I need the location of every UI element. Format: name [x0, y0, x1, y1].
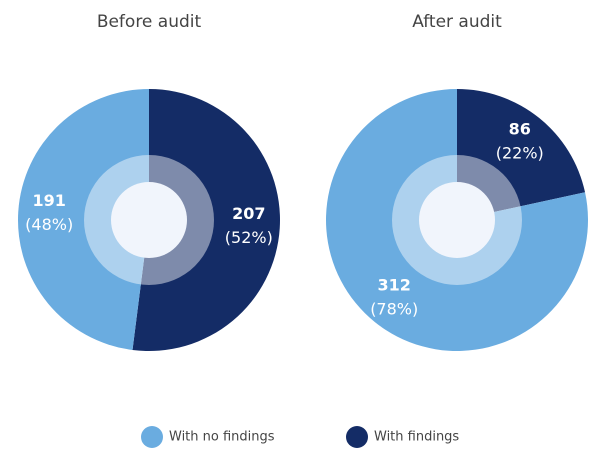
- pie-slice: [457, 89, 586, 220]
- value-label: 312: [378, 275, 411, 294]
- value-label: 207: [232, 204, 265, 223]
- pie-slice: [18, 89, 149, 350]
- chart-title: Before audit: [97, 12, 202, 32]
- donut-hole: [111, 182, 187, 258]
- legend-swatch: [346, 426, 368, 448]
- percent-label: (22%): [496, 144, 544, 163]
- chart-title: After audit: [412, 12, 502, 32]
- percent-label: (48%): [25, 215, 73, 234]
- pie-slice: [132, 89, 281, 352]
- value-label: 191: [32, 191, 65, 210]
- percent-label: (78%): [370, 299, 418, 318]
- legend-label: With no findings: [169, 430, 275, 445]
- legend-swatch: [141, 426, 163, 448]
- percent-label: (52%): [225, 228, 273, 247]
- donut-hole: [419, 182, 495, 258]
- value-label: 86: [509, 120, 531, 139]
- legend-label: With findings: [374, 430, 459, 445]
